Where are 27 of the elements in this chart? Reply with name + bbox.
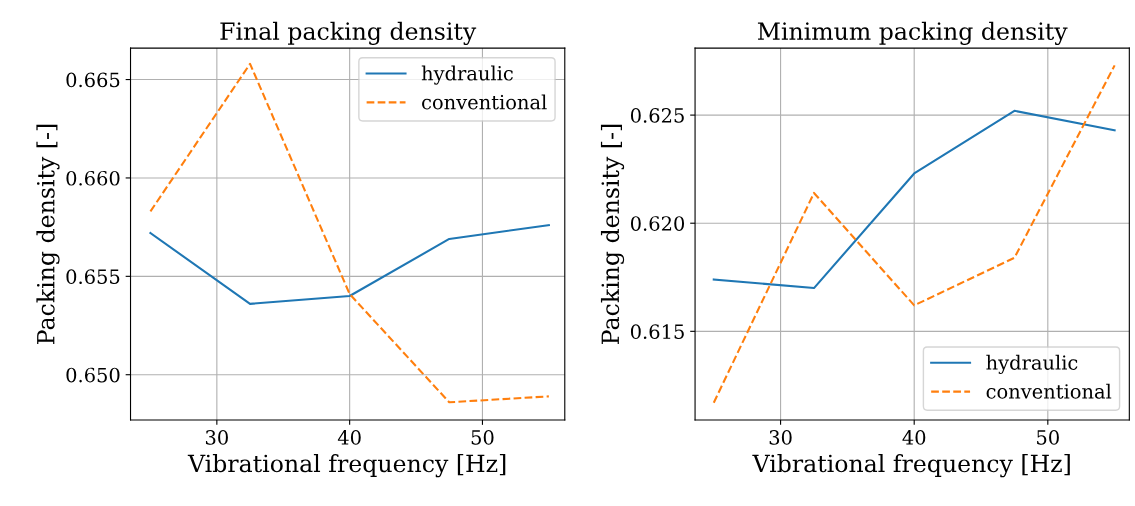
x-tick-label: 30	[769, 430, 792, 445]
x-tick-label: 40	[337, 430, 361, 445]
y-tick-label: 0.650	[66, 367, 120, 383]
x-axis-title: Vibrational frequency [Hz]	[187, 454, 506, 478]
x-tick-label: 50	[471, 430, 494, 445]
legend-label: hydraulic	[986, 354, 1078, 374]
y-tick-label: 0.625	[630, 108, 684, 123]
x-tick-label: 30	[205, 430, 228, 445]
x-tick-label: 40	[902, 430, 926, 445]
chart-title: Final packing density	[220, 21, 477, 45]
y-tick-label: 0.620	[630, 216, 685, 231]
legend-label: hydraulic	[421, 65, 513, 85]
legend-label: conventional	[422, 94, 547, 110]
line-series	[149, 224, 550, 305]
line-series	[149, 62, 550, 404]
chart-title: Minimum packing density	[757, 21, 1068, 45]
legend-label: conventional	[986, 383, 1112, 399]
y-axis-title: Packing density [-]	[36, 124, 60, 344]
y-tick-label: 0.665	[66, 72, 120, 88]
y-tick-label: 0.615	[630, 324, 684, 339]
y-tick-label: 0.660	[66, 170, 120, 186]
y-tick-label: 0.655	[66, 269, 120, 284]
line-series	[712, 64, 1116, 404]
x-axis-title: Vibrational frequency [Hz]	[752, 454, 1070, 478]
line-series	[712, 109, 1116, 290]
x-tick-label: 50	[1037, 430, 1059, 445]
y-axis-title: Packing density [-]	[600, 124, 625, 344]
